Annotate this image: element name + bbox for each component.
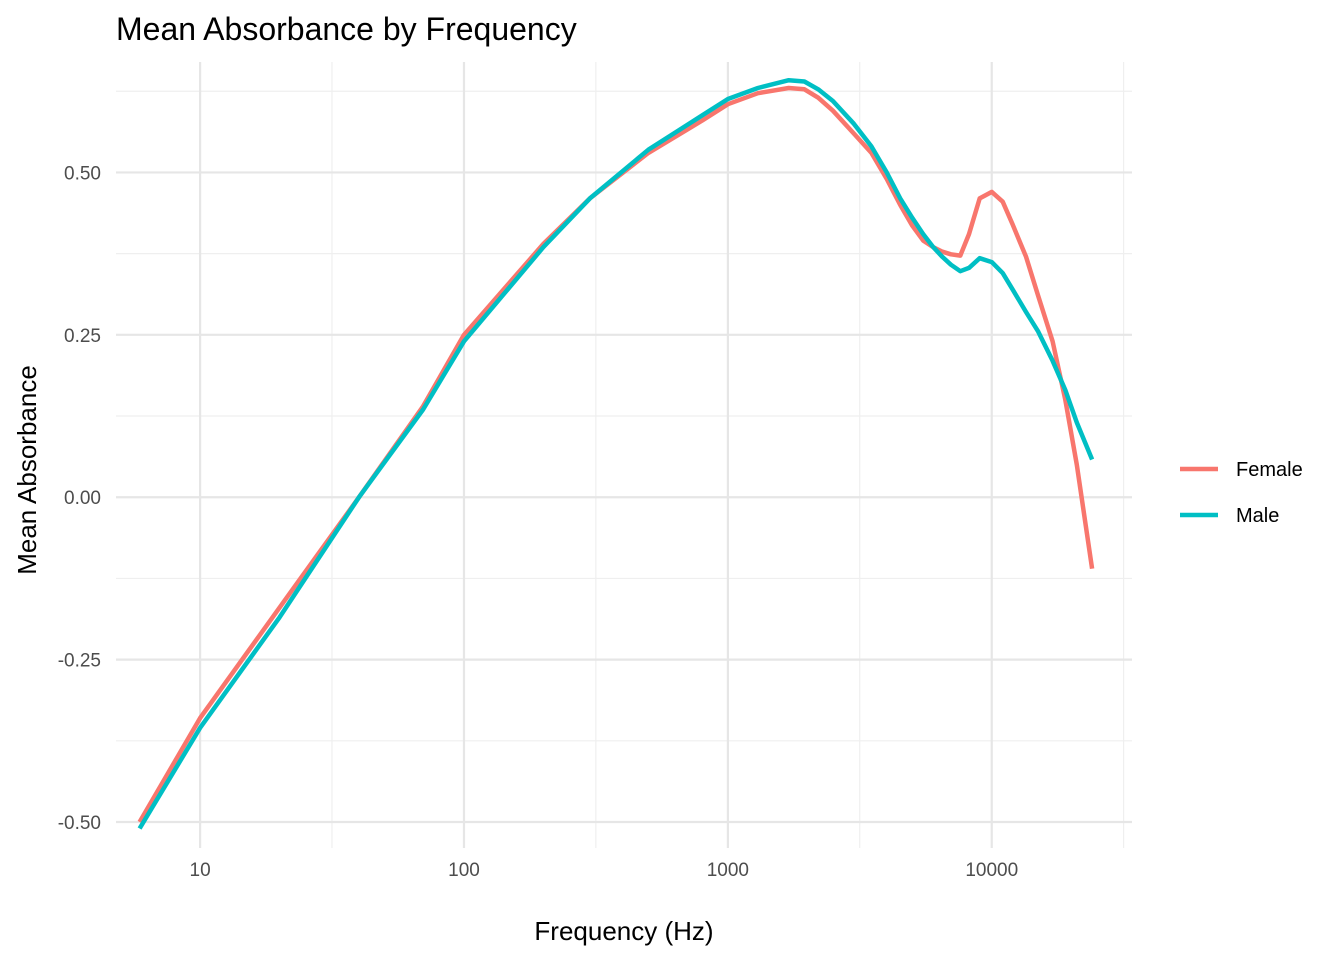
x-tick-label: 10 [190, 860, 211, 881]
chart-title: Mean Absorbance by Frequency [116, 11, 577, 47]
x-tick-label: 1000 [707, 860, 749, 881]
y-tick-label: 0.25 [64, 326, 101, 347]
x-axis-title: Frequency (Hz) [534, 916, 713, 946]
y-tick-labels: -0.50 -0.25 0.00 0.25 0.50 [58, 163, 101, 834]
series-line-female [137, 85, 1095, 824]
y-axis-title: Mean Absorbance [12, 365, 42, 575]
y-tick-label: 0.00 [64, 488, 101, 509]
series-line-male [137, 77, 1095, 830]
legend-label-female: Female [1236, 459, 1303, 481]
y-tick-label: 0.50 [64, 163, 101, 184]
x-tick-label: 100 [448, 860, 480, 881]
x-tick-labels: 10 100 1000 10000 [190, 860, 1019, 881]
y-tick-label: -0.50 [58, 813, 101, 834]
legend-label-male: Male [1236, 505, 1279, 527]
major-gridlines [116, 62, 1132, 848]
legend: Female Male [1180, 459, 1303, 527]
y-tick-label: -0.25 [58, 651, 101, 672]
minor-gridlines [116, 62, 1132, 848]
x-tick-label: 10000 [965, 860, 1018, 881]
series-lines [137, 77, 1095, 830]
